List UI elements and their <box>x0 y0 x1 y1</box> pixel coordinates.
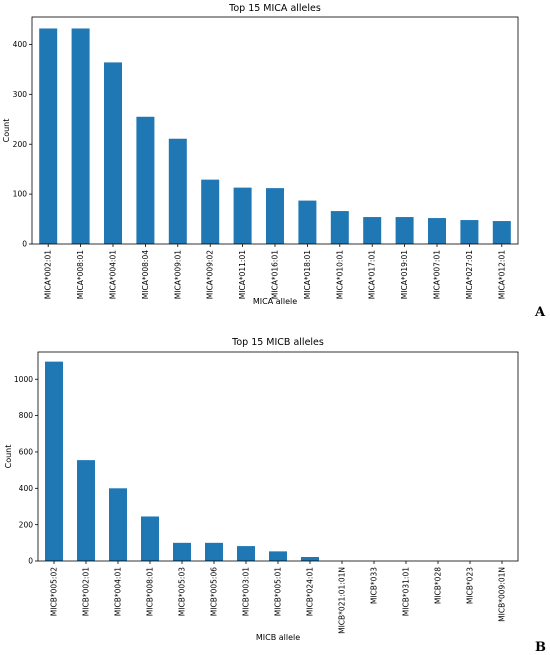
x-tick-label: MICA*016:01 <box>271 250 280 299</box>
x-tick-label: MICB*023 <box>466 567 475 604</box>
x-tick-label: MICB*005:03 <box>178 567 187 616</box>
x-tick-label: MICA*012:01 <box>497 250 506 299</box>
y-tick-label: 0 <box>28 557 33 566</box>
bar-mica-002-01 <box>39 28 58 244</box>
x-tick-label: MICA*018:01 <box>303 250 312 299</box>
y-tick-label: 800 <box>19 411 34 420</box>
y-axis-label: Count <box>4 445 13 469</box>
x-tick-label: MICA*002:01 <box>44 250 53 299</box>
x-tick-label: MICB*004:01 <box>114 567 123 616</box>
x-tick-label: MICA*009:02 <box>206 250 215 299</box>
x-tick-label: MICB*021:01:01N <box>338 567 347 634</box>
x-tick-label: MICB*028 <box>434 567 443 604</box>
panel-letter-a: A <box>534 305 546 320</box>
x-tick-label: MICB*005:06 <box>210 567 219 616</box>
x-tick-label: MICB*009:01N <box>498 567 507 622</box>
bar-micb-008-01 <box>141 516 159 561</box>
bar-mica-011-01 <box>233 187 252 244</box>
bar-mica-018-01 <box>298 200 317 244</box>
y-tick-label: 600 <box>19 448 34 457</box>
bar-micb-004-01 <box>109 488 127 561</box>
bar-micb-024-01 <box>301 557 319 561</box>
bar-mica-017-01 <box>363 217 382 244</box>
bar-micb-005-01 <box>269 551 287 561</box>
bar-mica-007-01 <box>428 218 446 244</box>
x-tick-label: MICA*004:01 <box>109 250 118 299</box>
bar-mica-008-04 <box>136 116 155 244</box>
bar-mica-010-01 <box>330 211 349 244</box>
x-axis-label: MICA allele <box>253 297 297 306</box>
chart-mica: Top 15 MICA alleles 0 100 200 300 400 MICA*002… <box>2 3 519 306</box>
chart-title: Top 15 MICA alleles <box>228 3 321 14</box>
bar-mica-008-01 <box>71 28 90 244</box>
y-tick-label: 400 <box>19 484 34 493</box>
x-tick-label: MICB*024:01 <box>306 567 315 616</box>
x-tick-label: MICB*008:01 <box>146 567 155 616</box>
x-tick-label: MICB*003:01 <box>242 567 251 616</box>
bar-mica-016-01 <box>266 188 284 244</box>
chart-title: Top 15 MICB alleles <box>231 337 324 348</box>
x-tick-label: MICA*011:01 <box>238 250 247 299</box>
y-tick-label: 1000 <box>14 375 33 384</box>
x-tick-label: MICA*008:04 <box>141 250 150 299</box>
x-tick-label: MICA*019:01 <box>400 250 409 299</box>
bar-micb-005-03 <box>173 542 191 561</box>
bar-micb-002-01 <box>77 460 95 561</box>
panel-letter-b: B <box>535 640 546 655</box>
x-tick-label: MICA*010:01 <box>335 250 344 299</box>
x-tick-label: MICA*009:01 <box>173 250 182 299</box>
x-tick-label: MICB*005:02 <box>50 567 59 616</box>
x-tick-label: MICA*008:01 <box>76 250 85 299</box>
y-tick-label: 200 <box>13 140 28 149</box>
y-tick-label: 400 <box>13 40 28 49</box>
chart-micb: Top 15 MICB alleles 0 200 400 600 800 1000 MICB… <box>4 337 519 642</box>
x-axis-label: MICB allele <box>256 633 300 642</box>
bar-micb-005-02 <box>45 361 63 561</box>
y-tick-label: 200 <box>19 520 34 529</box>
y-tick-label: 0 <box>22 240 27 249</box>
bar-mica-012-01 <box>492 221 511 244</box>
bar-mica-009-01 <box>168 138 187 244</box>
bar-mica-019-01 <box>395 217 414 244</box>
y-tick-label: 100 <box>13 190 28 199</box>
bar-mica-004-01 <box>104 62 122 245</box>
bar-micb-003-01 <box>237 546 255 561</box>
bar-mica-027-01 <box>460 220 479 244</box>
y-tick-label: 300 <box>13 90 28 99</box>
x-tick-label: MICA*007:01 <box>433 250 442 299</box>
x-tick-label: MICA*027:01 <box>465 250 474 299</box>
x-tick-label: MICB*031:01 <box>402 567 411 616</box>
x-tick-label: MICA*017:01 <box>368 250 377 299</box>
x-tick-label: MICB*033 <box>370 567 379 604</box>
bar-mica-009-02 <box>201 179 220 244</box>
y-axis-label: Count <box>2 119 11 143</box>
x-tick-label: MICB*002:01 <box>82 567 91 616</box>
x-tick-label: MICB*005:01 <box>274 567 283 616</box>
bar-micb-005-06 <box>205 542 223 561</box>
